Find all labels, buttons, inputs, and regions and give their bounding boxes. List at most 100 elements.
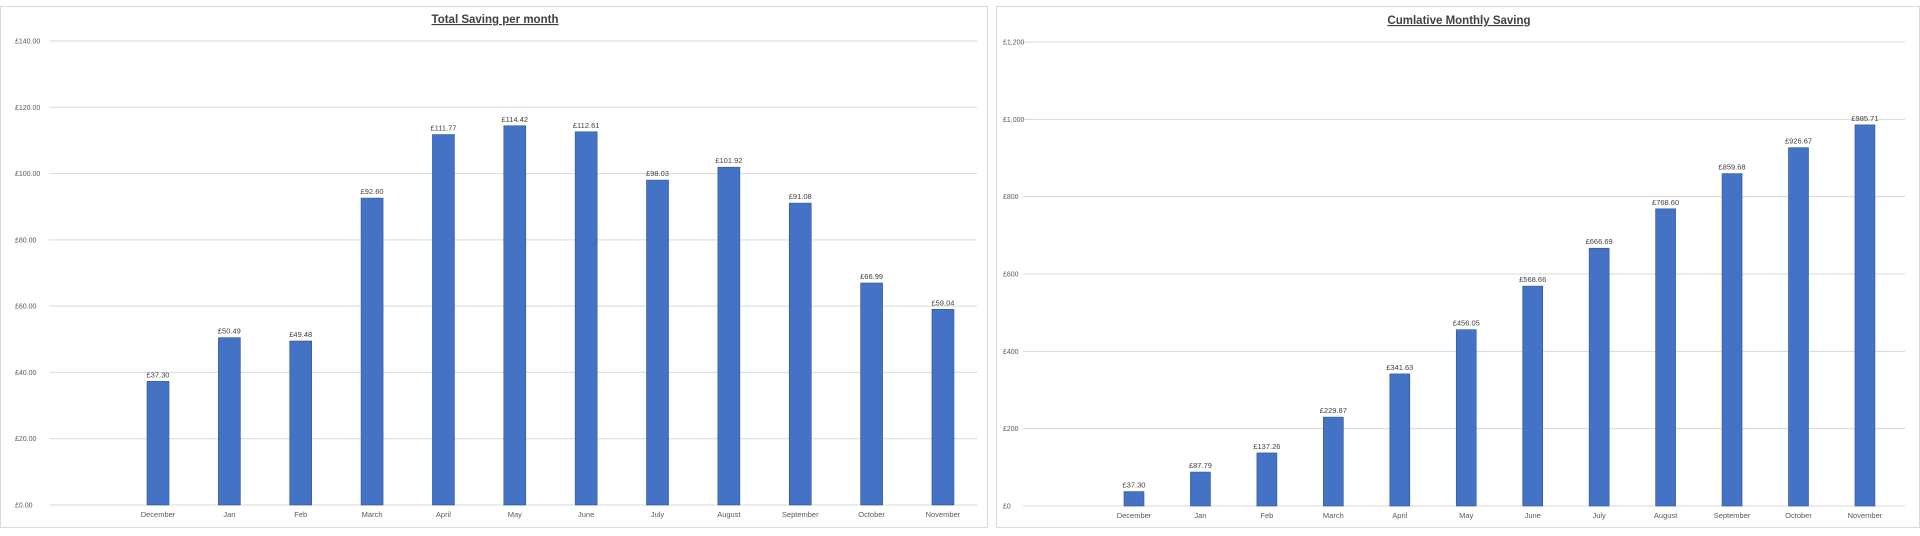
x-tick-label: June — [578, 510, 594, 519]
bar — [788, 202, 812, 506]
x-tick-label: April — [1392, 511, 1407, 520]
data-label: £59.04 — [931, 298, 954, 307]
x-tick-label: June — [1525, 511, 1541, 520]
x-tick-label: September — [782, 510, 819, 519]
bar — [1655, 208, 1676, 507]
data-label: £49.48 — [289, 330, 312, 339]
data-label: £92.60 — [361, 187, 384, 196]
y-tick-label: £100.00 — [15, 171, 40, 178]
y-tick-label: £800 — [1003, 194, 1019, 201]
x-tick-label: August — [1654, 511, 1678, 520]
bar — [646, 179, 669, 506]
bars — [1123, 124, 1876, 507]
chart-total-saving-per-month: Total Saving per month £0.00 £20.00 £40.00… — [0, 6, 988, 528]
y-tick-label: £0.00 — [15, 503, 33, 510]
data-label: £37.30 — [1123, 481, 1146, 490]
chart-svg-cumulative-saving: Cumlative Monthly Saving £0£200£400£600£… — [1003, 15, 1905, 520]
y-tick-label: £1,200 — [1003, 40, 1025, 47]
y-tick-label: £60.00 — [15, 304, 37, 311]
y-tick-label: £400 — [1003, 349, 1019, 356]
x-axis-category-labels: December Jan Feb March April May June July Augus… — [141, 510, 961, 519]
chart-title: Cumlative Monthly Saving — [1387, 15, 1530, 27]
bar — [1854, 124, 1876, 507]
x-tick-label: Feb — [294, 510, 307, 519]
data-label: £37.30 — [147, 370, 170, 379]
bar — [1123, 491, 1145, 507]
x-tick-label: September — [1714, 511, 1751, 520]
data-label: £137.26 — [1253, 442, 1280, 451]
x-tick-label: December — [1117, 511, 1152, 520]
data-labels: £37.30 £87.79 £137.26 £229.87 £341.63 £456.05… — [1123, 114, 1879, 490]
bar — [146, 381, 170, 506]
bar — [860, 282, 883, 506]
x-tick-label: March — [1323, 511, 1344, 520]
data-label: £114.42 — [502, 115, 529, 124]
x-tick-label: May — [1459, 511, 1473, 520]
x-tick-label: Jan — [223, 510, 235, 519]
y-tick-label: £600 — [1003, 272, 1019, 279]
bar — [1256, 452, 1278, 507]
y-tick-label: £200 — [1003, 426, 1019, 433]
x-tick-label: May — [508, 510, 522, 519]
x-tick-label: December — [141, 510, 176, 519]
bar — [503, 125, 527, 506]
y-tick-label: £1,000 — [1003, 117, 1025, 124]
x-tick-label: November — [926, 510, 961, 519]
data-label: £91.08 — [789, 192, 812, 201]
bar — [1323, 416, 1344, 507]
x-tick-label: July — [651, 510, 665, 519]
x-tick-label: October — [1785, 511, 1812, 520]
data-label: £111.77 — [430, 124, 456, 133]
bar — [717, 166, 741, 506]
y-axis-tick-labels: £0.00 £20.00 £40.00 £60.00 £80.00 £100.00 £120… — [15, 39, 40, 510]
bar — [1455, 329, 1477, 507]
bar — [360, 197, 384, 506]
y-tick-label: £120.00 — [15, 105, 40, 112]
bar — [1788, 147, 1809, 507]
chart-cumulative-monthly-saving: Cumlative Monthly Saving £0 £200 £400 £600 £… — [996, 6, 1920, 528]
y-tick-label: £0 — [1003, 504, 1011, 511]
data-label: £859.68 — [1718, 163, 1745, 172]
data-label: £101.92 — [715, 156, 742, 165]
y-tick-label: £40.00 — [15, 370, 37, 377]
bar — [289, 340, 313, 506]
bar — [218, 337, 241, 506]
data-label: £229.87 — [1320, 406, 1347, 415]
data-label: £50.49 — [218, 327, 241, 336]
data-label: £112.61 — [573, 121, 600, 130]
x-tick-label: November — [1848, 511, 1883, 520]
x-tick-label: October — [858, 510, 885, 519]
y-axis-tick-labels: £0 £200 £400 £600 £800 £1,000 £1,200 — [1003, 40, 1025, 511]
x-tick-label: April — [436, 510, 451, 519]
x-tick-label: Feb — [1260, 511, 1273, 520]
x-tick-label: July — [1592, 511, 1606, 520]
chart-svg-total-saving: Total Saving per month £0.00 £20.00 £40.00… — [15, 14, 977, 519]
y-tick-label: £20.00 — [15, 436, 37, 443]
bar — [1588, 247, 1610, 507]
bar — [574, 131, 598, 506]
bar — [1522, 285, 1544, 507]
chart-title: Total Saving per month — [432, 14, 559, 26]
data-label: £926.67 — [1785, 137, 1812, 146]
x-axis-category-labels: December Jan Feb March April May June July Augus… — [1117, 511, 1883, 520]
bar — [1190, 471, 1211, 507]
y-tick-label: £140.00 — [15, 39, 40, 46]
data-label: £98.03 — [646, 169, 669, 178]
data-label: £341.63 — [1386, 363, 1413, 372]
data-label: £568.66 — [1519, 275, 1546, 284]
x-tick-label: August — [717, 510, 741, 519]
data-labels: £37.30 £50.49 £49.48 £92.60 £111.77 £114.42 £1… — [147, 115, 955, 380]
bars — [146, 125, 955, 506]
data-label: £66.99 — [860, 272, 883, 281]
data-label: £768.60 — [1652, 198, 1679, 207]
bar — [931, 309, 955, 506]
bar — [432, 134, 455, 506]
data-label: £456.05 — [1453, 319, 1480, 328]
x-tick-label: March — [362, 510, 383, 519]
data-label: £666.69 — [1586, 237, 1613, 246]
y-tick-label: £80.00 — [15, 237, 37, 244]
bar — [1389, 373, 1411, 507]
data-label: £87.79 — [1189, 461, 1212, 470]
data-label: £985.71 — [1851, 114, 1878, 123]
x-tick-label: Jan — [1194, 511, 1206, 520]
